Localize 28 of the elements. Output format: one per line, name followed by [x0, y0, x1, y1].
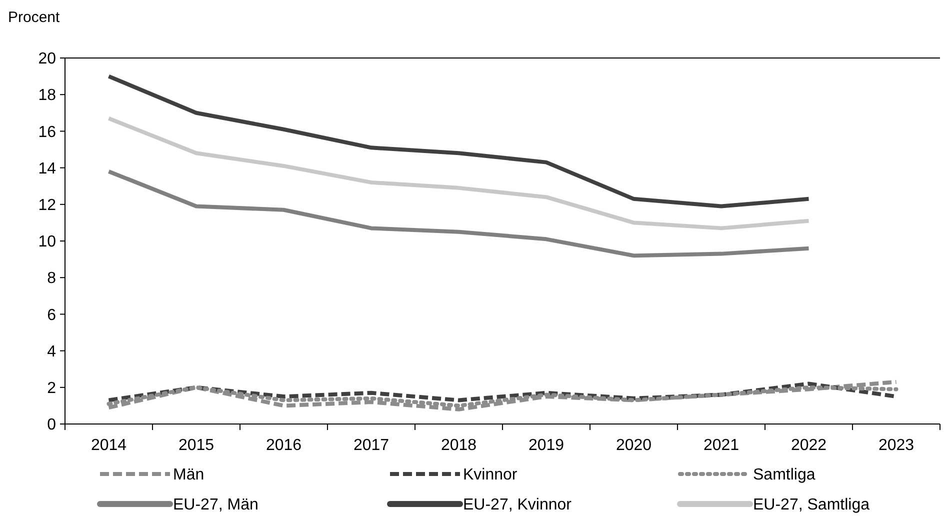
y-tick-label: 20: [38, 50, 56, 68]
y-tick-label: 16: [38, 124, 56, 141]
x-tick-label: 2023: [878, 437, 914, 454]
x-tick-label: 2020: [616, 437, 652, 454]
y-tick-label: 8: [47, 270, 56, 288]
x-tick-label: 2014: [90, 437, 127, 454]
x-tick-label: 2022: [790, 437, 827, 454]
y-tick-label: 6: [47, 306, 56, 324]
y-tick-label: 18: [38, 87, 56, 104]
legend-label: Kvinnor: [463, 466, 518, 484]
legend-label: Män: [173, 466, 204, 484]
legend-label: EU-27, Kvinnor: [463, 496, 572, 514]
legend-label: Samtliga: [753, 466, 816, 484]
y-tick-label: 4: [47, 343, 56, 360]
x-tick-label: 2016: [266, 437, 302, 454]
legend-label: EU-27, Samtliga: [753, 496, 870, 514]
x-tick-label: 2015: [178, 437, 214, 454]
x-tick-label: 2018: [440, 437, 477, 454]
y-tick-label: 0: [47, 416, 56, 434]
x-tick-label: 2021: [703, 437, 740, 454]
x-tick-label: 2017: [353, 437, 390, 454]
y-tick-label: 10: [38, 234, 56, 251]
x-tick-label: 2019: [528, 437, 564, 454]
y-tick-label: 12: [38, 197, 56, 214]
y-tick-label: 2: [47, 380, 56, 397]
y-axis-title: Procent: [8, 9, 61, 26]
y-tick-label: 14: [38, 160, 56, 178]
legend-label: EU-27, Män: [173, 496, 258, 514]
